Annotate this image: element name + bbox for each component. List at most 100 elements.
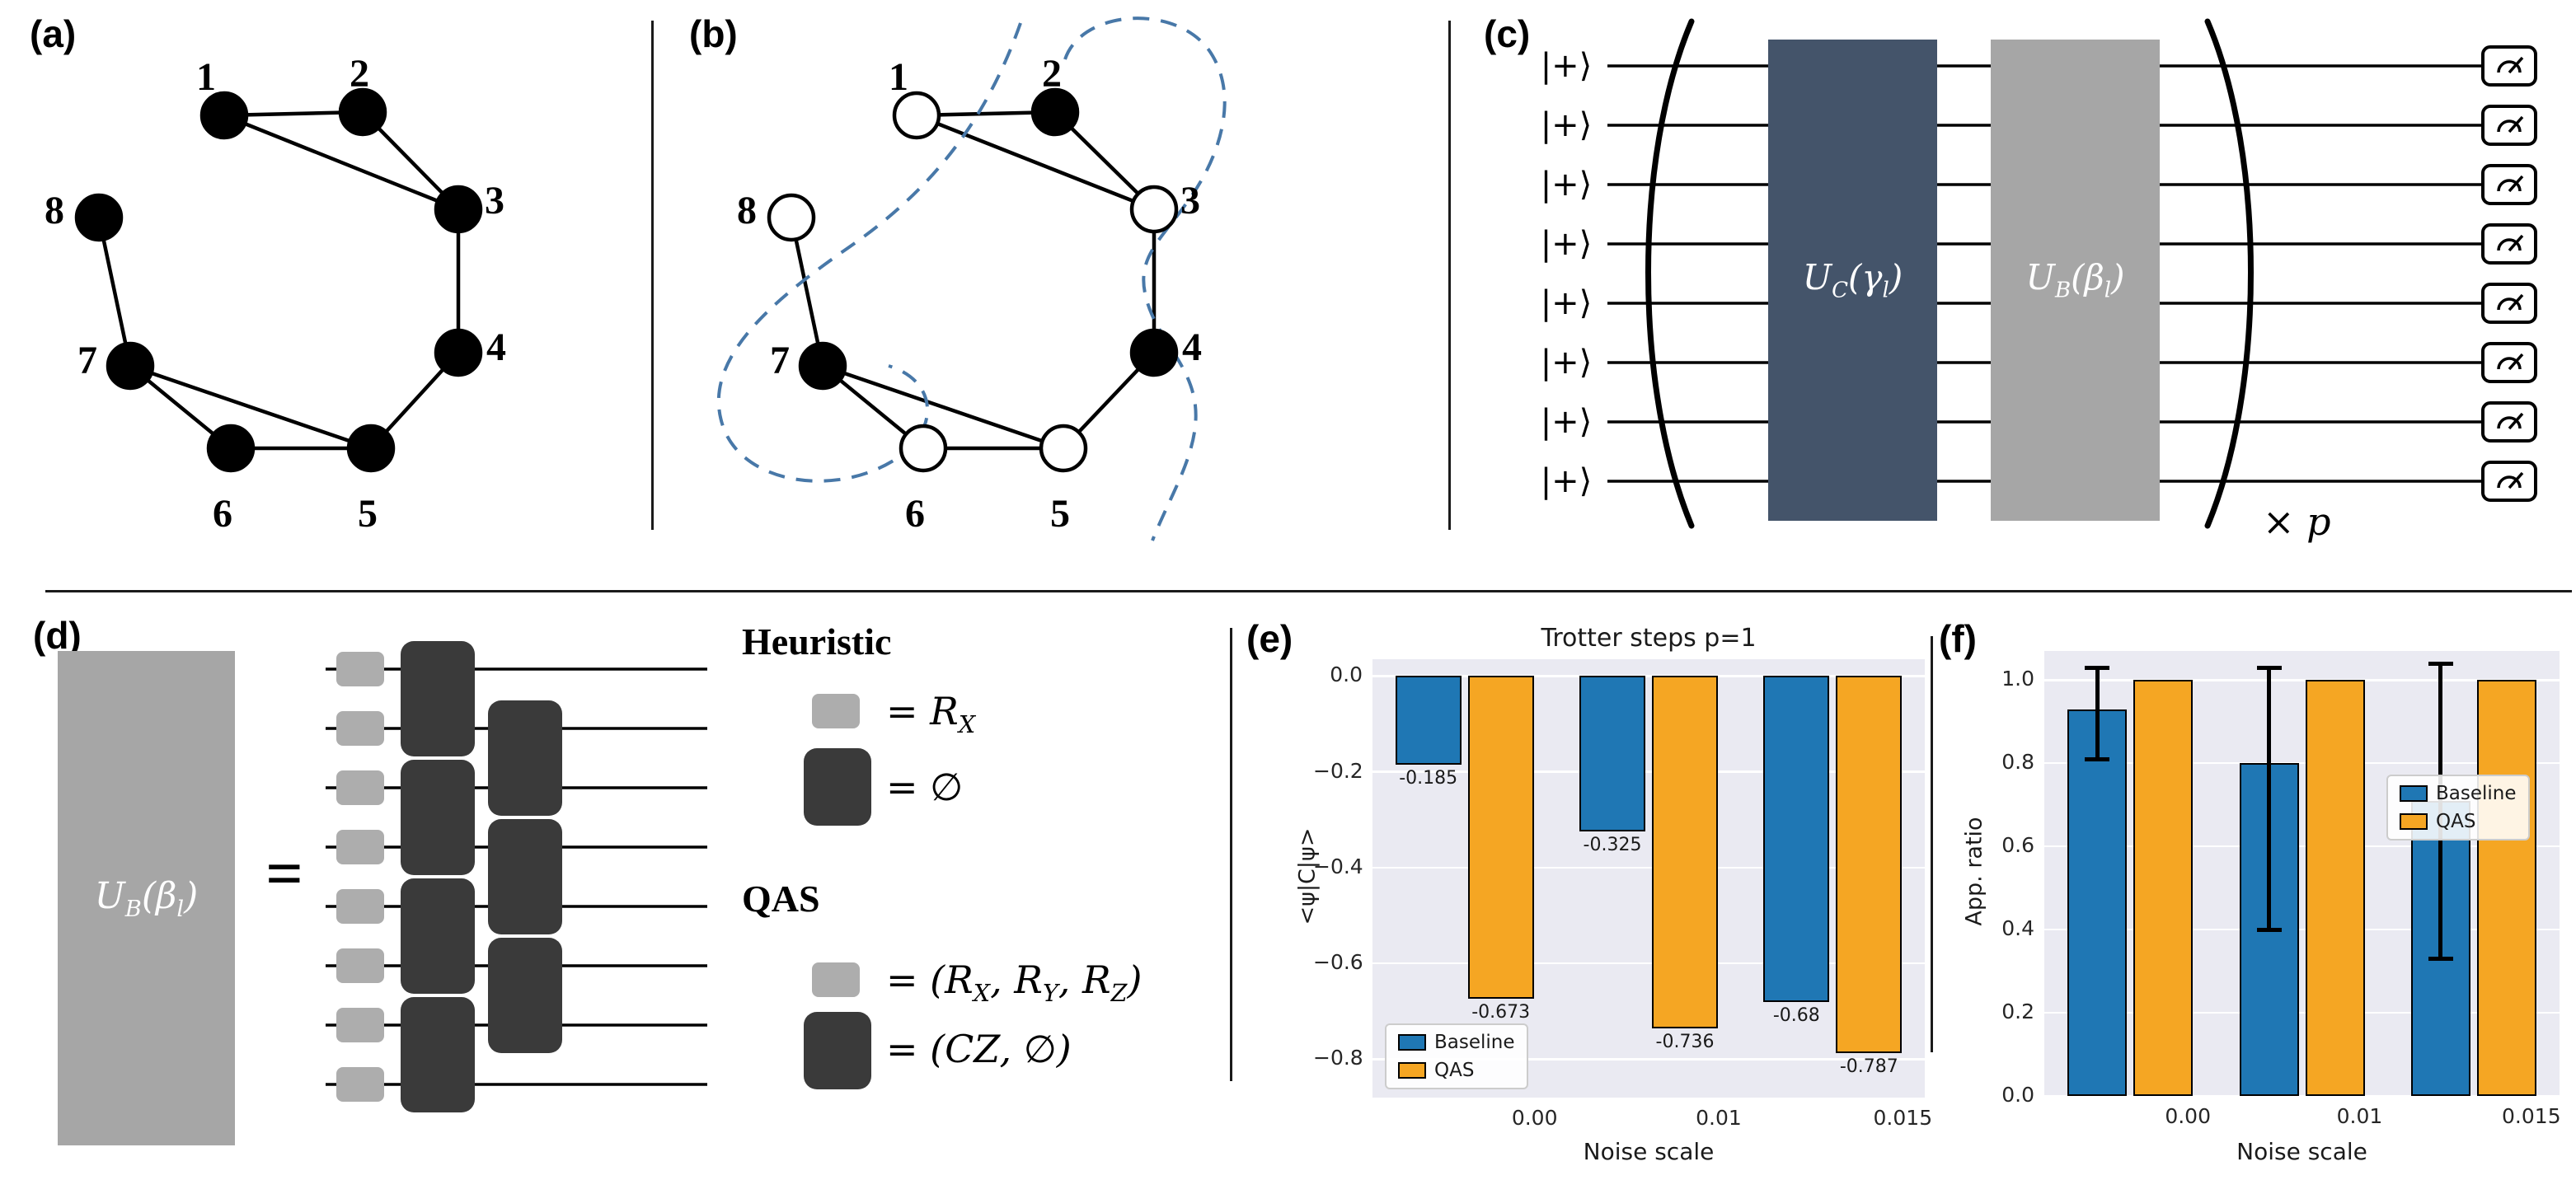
measurement-icon [2481,283,2537,324]
graph-node-label: 6 [213,492,232,536]
graph-node [798,341,847,391]
single-qubit-gate-box [336,711,384,746]
single-qubit-gate-box [336,889,384,924]
bar-value-label: -0.325 [1583,835,1642,856]
graph-node-label: 1 [196,55,216,99]
graph-node [434,328,483,377]
y-tick-label: 0.4 [2001,916,2034,941]
two-qubit-gate-box [401,878,475,994]
gridline [1372,962,1925,965]
legend-swatch-rxyz [812,962,860,997]
measurement-icon [2481,164,2537,205]
graph-node-label: 3 [485,179,504,222]
error-bar [2095,667,2100,760]
y-tick-label: 0.2 [2001,1000,2034,1024]
legend-label: QAS [2436,811,2476,832]
y-tick-label: −0.4 [1313,854,1363,878]
measurement-icon [2481,401,2537,442]
y-tick-label: −0.6 [1313,950,1363,975]
single-qubit-gate-box [336,652,384,686]
plus-state-label: |+⟩ [1540,166,1593,204]
divider-horizontal [45,590,2572,592]
chart-title: Trotter steps p=1 [1541,624,1757,653]
graph-edge [789,217,825,367]
legend-label-rx: = RX [886,689,976,739]
graph-node [899,424,948,473]
measurement-icon [2481,45,2537,87]
y-tick-label: 0.0 [1330,663,1363,687]
graph-node [338,87,387,137]
bar-baseline [1763,676,1830,1002]
graph-node-label: 8 [45,189,64,232]
measurement-icon [2481,223,2537,265]
gridline [1372,675,1925,677]
divider-e-f [1931,636,1933,1052]
gridline [2044,679,2560,681]
divider-b-c [1448,21,1451,530]
graph-node [767,193,816,242]
error-bar-cap [2085,665,2110,670]
error-bar-cap [2085,756,2110,761]
ub-definition-block: UB(βl) [58,651,235,1145]
single-qubit-gate-box [336,948,384,983]
graph-node [106,341,155,391]
gridline [2044,1094,2560,1098]
measurement-box [2481,461,2537,502]
graph-node [199,91,249,140]
left-parenthesis [1645,18,1695,529]
panel-label-c: (c) [1484,12,1531,55]
two-qubit-gate-box [488,938,562,1053]
legend-swatch [1398,1034,1426,1051]
measurement-icon [2481,342,2537,383]
measurement-needle [2508,471,2524,489]
bar-qas [1467,676,1534,999]
y-axis-label: <ψ|C|ψ> [1294,827,1321,925]
cut-curve [1063,16,1227,541]
measurement-dial-arc [2497,416,2522,429]
x-tick-label: 0.015 [2502,1104,2561,1128]
single-qubit-gate-box [336,770,384,805]
y-tick-label: 0.0 [2001,1083,2034,1107]
measurement-box [2481,401,2537,442]
graph-edge [96,217,133,367]
graph-node [1030,87,1080,137]
bar-value-label: -0.185 [1399,767,1458,789]
panel-label-f: (f) [1939,617,1977,660]
graph-node-label: 1 [889,55,908,99]
plus-state-label: |+⟩ [1540,47,1593,85]
legend-label-cz: = (CZ, ∅) [886,1027,1072,1071]
bar-baseline [1579,676,1645,832]
bar-value-label: -0.673 [1471,1001,1531,1023]
equals-sign: = [265,838,303,911]
measurement-dial-arc [2497,238,2522,251]
graph-node [892,91,941,140]
panel-label-a: (a) [30,12,77,55]
x-axis-label: Noise scale [1583,1138,1715,1165]
maxcut-graphs-svg: 1 2 3 4 5 6 7 8 1 2 3 4 5 6 7 8 [45,16,1227,541]
bar-qas [2133,680,2194,1096]
plus-state-label: |+⟩ [1540,403,1593,441]
divider-d-e [1230,628,1232,1081]
legend-swatch-rx [812,694,860,728]
graph-edge [129,363,372,451]
uc-gate-label: UC(γl) [1802,257,1903,303]
legend-swatch [2400,785,2428,802]
panel-label-e: (e) [1246,617,1293,660]
measurement-needle [2508,175,2524,193]
ub-gate-block: UB(βl) [1991,40,2160,521]
gridline [1372,866,1925,869]
two-qubit-gate-box [488,700,562,816]
two-qubit-gate-box [401,760,475,875]
graph-node-label: 7 [770,339,790,382]
ansatz-template-svg [326,641,707,1112]
bar-qas [2305,680,2365,1096]
measurement-box [2481,342,2537,383]
error-bar-cap [2256,927,2282,932]
graph-node [1039,424,1088,473]
measurement-box [2481,105,2537,146]
x-tick-label: 0.01 [1696,1106,1742,1130]
graph-edge [916,113,1155,212]
legend-swatch-empty [804,748,871,826]
graph-node-label: 2 [350,52,369,96]
